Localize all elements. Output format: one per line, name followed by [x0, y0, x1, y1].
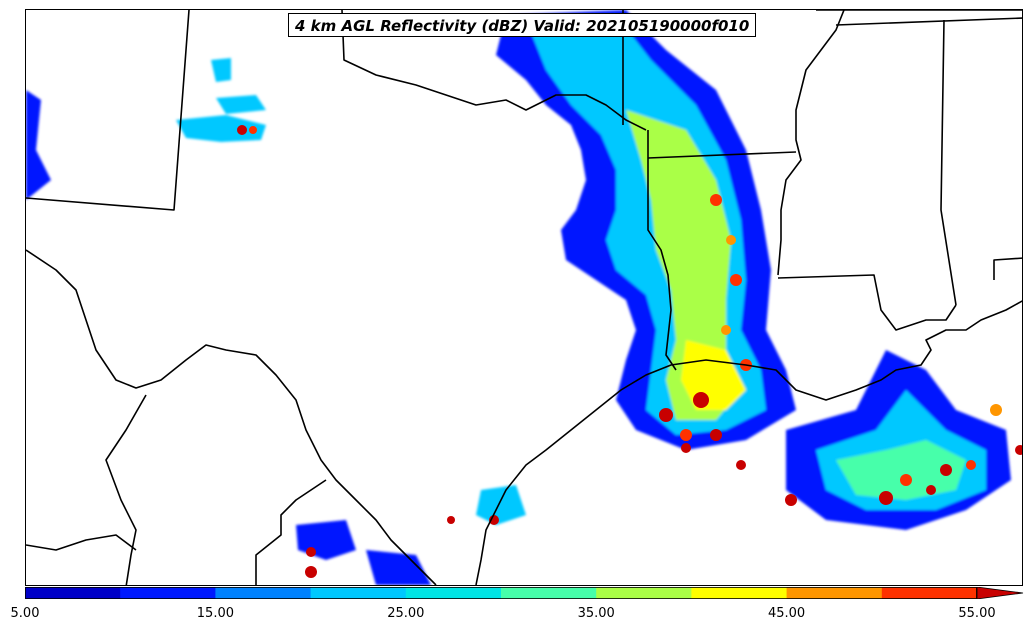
echo-se-green [836, 440, 966, 500]
colorbar-segment [310, 587, 407, 599]
coast-gulf [475, 300, 1022, 585]
colorbar-segment [120, 587, 216, 599]
border-la-ms-south [777, 274, 957, 331]
echo-nw-3 [211, 58, 231, 82]
echo-nw-1 [26, 90, 51, 200]
colorbar-segment [881, 587, 978, 599]
colorbar-tick-label: 5.00 [10, 606, 40, 621]
echo-nw-4 [216, 95, 266, 114]
colorbar-segment [405, 587, 502, 599]
echo-s-2 [476, 485, 526, 525]
border-ar-la [647, 151, 797, 159]
echo-s-3 [366, 550, 431, 585]
colorbar-tick-label: 15.00 [196, 606, 234, 621]
echo-band-green [626, 110, 741, 420]
colorbar-segment [596, 587, 692, 599]
colorbar-segment [25, 587, 121, 599]
colorbar-segment [786, 587, 883, 599]
colorbar-tick-label: 25.00 [387, 606, 425, 621]
border-al-fl [993, 257, 1022, 280]
echo-s-1 [296, 520, 356, 560]
echo-nw-2 [176, 115, 266, 142]
colorbar-tick-label: 55.00 [958, 606, 996, 621]
border-la-ms-river [777, 10, 845, 276]
colorbar-segment [215, 587, 312, 599]
colorbar-tick-label: 35.00 [577, 606, 615, 621]
border-nm-tx [26, 10, 190, 211]
colorbar-outline [25, 587, 977, 599]
border-ms-al-north [835, 17, 1022, 26]
boundaries-layer [26, 10, 1022, 585]
colorbar-extend-arrow [976, 587, 1024, 599]
border-tx-la [647, 130, 677, 371]
border-mexico-inner-2 [255, 479, 327, 585]
colorbar-segment [501, 587, 597, 599]
colorbar [25, 587, 1024, 599]
map-title: 4 km AGL Reflectivity (dBZ) Valid: 20210… [288, 13, 757, 37]
border-ms-al [940, 19, 957, 306]
reflectivity-layer [26, 10, 1011, 585]
border-mexico-inner-3 [26, 534, 137, 551]
border-mexico [26, 249, 437, 585]
echo-band-yellow [681, 340, 746, 410]
colorbar-segment [691, 587, 788, 599]
map-panel [25, 9, 1023, 586]
border-tx-ok [341, 10, 647, 131]
colorbar-tick-label: 45.00 [767, 606, 806, 621]
border-mexico-inner-1 [105, 394, 147, 585]
map-canvas [26, 10, 1022, 585]
